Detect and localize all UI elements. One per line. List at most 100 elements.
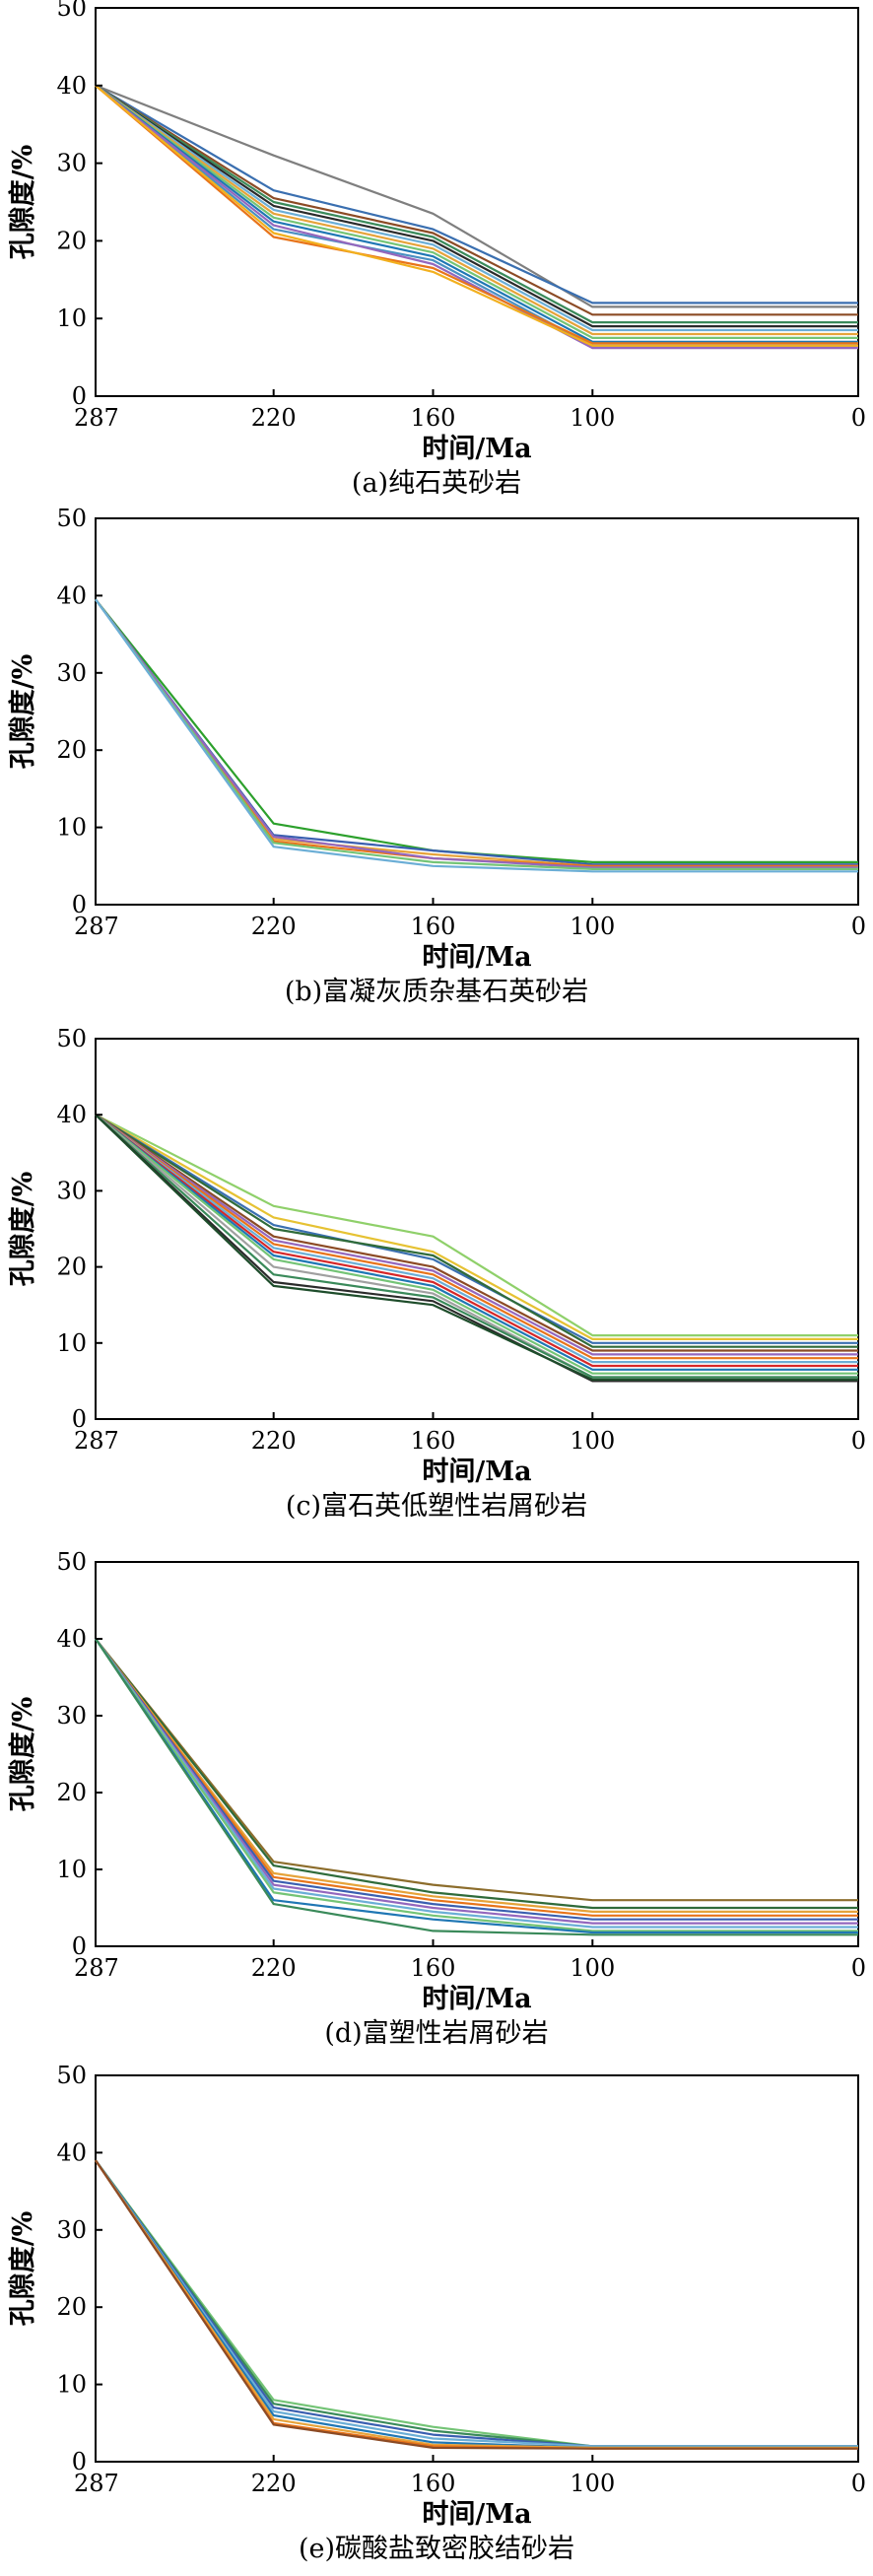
y-tick-label: 40 [56,2138,87,2166]
x-tick-label: 0 [851,1954,866,1982]
series-line-1 [95,1114,858,1337]
y-tick-label: 30 [56,1177,87,1204]
x-tick-label: 287 [74,913,119,940]
series-line-10 [95,1638,858,1936]
series-line-3 [95,84,858,316]
series-line-3 [95,1114,858,1344]
x-tick-label: 160 [411,1427,456,1455]
y-axis-label: 孔隙度/% [7,145,38,260]
series-line-1 [95,598,858,864]
series-line-9 [95,84,858,343]
y-tick-label: 10 [56,814,87,842]
y-tick-label: 30 [56,659,87,687]
series-line-3 [95,598,858,867]
y-tick-label: 0 [72,1405,87,1433]
y-tick-label: 20 [56,2293,87,2321]
x-tick-label: 160 [411,913,456,940]
series-line-4 [95,2159,858,2448]
y-tick-label: 50 [56,2062,87,2089]
x-axis-label: 时间/Ma [422,434,531,464]
chart-panel-2: 0 10 20 30 40 50 287 220 160 100 0 时间/Ma 孔隙度/% (b)富凝灰… [7,505,866,1007]
x-axis-label: 时间/Ma [422,1457,531,1487]
chart-caption: (e)碳酸盐致密胶结砂岩 [299,2534,574,2564]
series-line-6 [95,2159,858,2449]
y-tick-label: 10 [56,1329,87,1357]
chart-caption: (a)纯石英砂岩 [352,468,521,499]
chart-panel-1: 0 10 20 30 40 50 287 220 160 100 0 时间/Ma 孔隙度/% (a)纯石英… [7,0,866,499]
series-line-4 [95,1638,858,1917]
series-line-12 [95,84,858,345]
y-tick-label: 0 [72,382,87,410]
y-tick-label: 50 [56,505,87,532]
series-line-4 [95,598,858,867]
x-tick-label: 160 [411,1954,456,1982]
x-axis-label: 时间/Ma [422,2499,531,2530]
series-line-3 [95,2159,858,2448]
x-tick-label: 160 [411,404,456,432]
x-tick-label: 160 [411,2470,456,2497]
series-line-8 [95,2159,858,2450]
series-line-2 [95,1114,858,1341]
plot-frame [95,1561,859,1947]
y-axis-label: 孔隙度/% [7,2211,38,2327]
chart-caption: (c)富石英低塑性岩屑砂岩 [286,1491,587,1522]
series-line-6 [95,84,858,332]
series-line-5 [95,2159,858,2449]
series-line-7 [95,598,858,873]
x-tick-label: 0 [851,2470,866,2497]
y-tick-label: 40 [56,72,87,100]
series-line-6 [95,1114,858,1356]
series-line-7 [95,84,858,336]
x-tick-label: 220 [251,2470,297,2497]
series-line-8 [95,84,858,339]
series-line-1 [95,84,858,308]
x-tick-label: 220 [251,913,297,940]
x-tick-label: 287 [74,1427,119,1455]
series-line-4 [95,84,858,324]
y-tick-label: 0 [72,1932,87,1960]
x-tick-label: 287 [74,1954,119,1982]
series-line-13 [95,84,858,347]
plot-frame [95,517,859,906]
y-tick-label: 50 [56,1548,87,1576]
y-tick-label: 20 [56,736,87,764]
series-line-2 [95,2159,858,2448]
series-line-7 [95,2159,858,2450]
y-tick-label: 0 [72,2448,87,2475]
x-tick-label: 0 [851,913,866,940]
x-axis-label: 时间/Ma [422,1984,531,2014]
series-line-8 [95,1114,858,1364]
y-tick-label: 40 [56,581,87,609]
series-line-9 [95,1114,858,1368]
series-line-12 [95,1114,858,1379]
x-tick-label: 100 [570,1954,615,1982]
x-tick-label: 100 [570,404,615,432]
y-tick-label: 0 [72,891,87,918]
x-tick-label: 287 [74,404,119,432]
plot-frame [95,1038,859,1420]
series-line-5 [95,84,858,328]
y-axis-label: 孔隙度/% [7,654,38,770]
plot-frame [95,7,859,397]
series-line-1 [95,2159,858,2448]
y-tick-label: 20 [56,1779,87,1806]
series-line-8 [95,1638,858,1932]
series-line-13 [95,1114,858,1379]
y-tick-label: 10 [56,305,87,332]
series-line-3 [95,1638,858,1914]
x-tick-label: 220 [251,1427,297,1455]
series-line-11 [95,1114,858,1375]
chart-panel-3: 0 10 20 30 40 50 287 220 160 100 0 时间/Ma 孔隙度/% (c)富石英… [7,1025,866,1522]
series-line-15 [95,1114,858,1382]
y-axis-label: 孔隙度/% [7,1172,38,1287]
series-line-4 [95,1114,858,1348]
series-line-2 [95,84,858,305]
series-line-11 [95,84,858,350]
series-line-10 [95,1114,858,1371]
plot-frame [95,2074,859,2463]
y-tick-label: 50 [56,1025,87,1052]
chart-caption: (d)富塑性岩屑砂岩 [324,2018,548,2049]
x-tick-label: 100 [570,2470,615,2497]
x-tick-label: 100 [570,913,615,940]
